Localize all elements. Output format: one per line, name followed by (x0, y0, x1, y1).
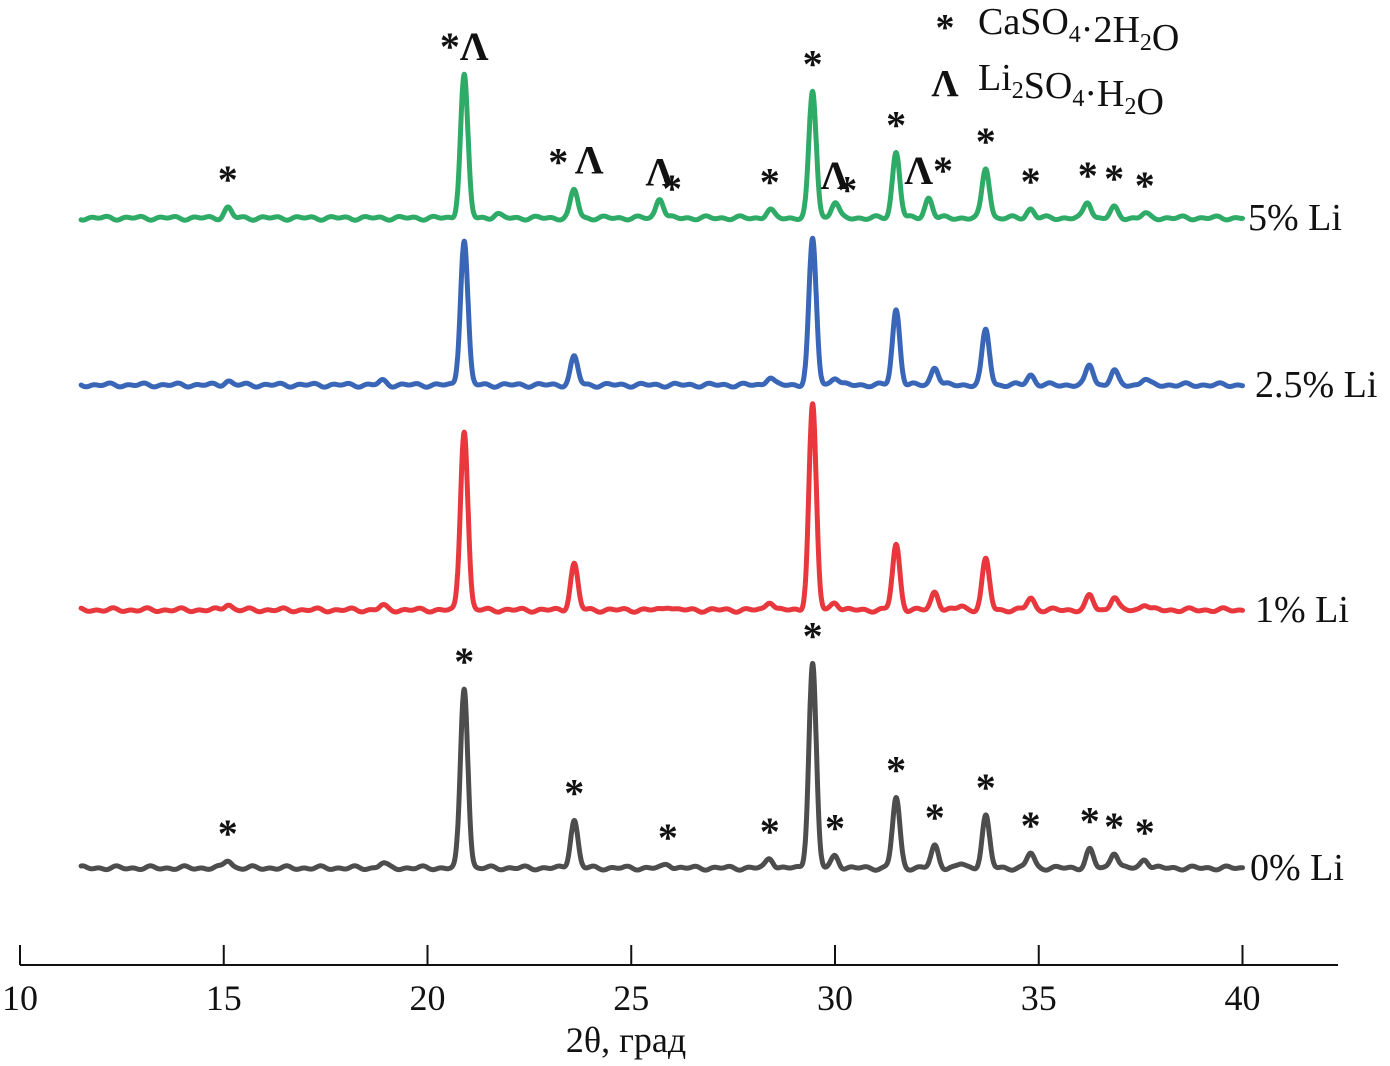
legend-text-part: O (1152, 17, 1179, 59)
phase-marker: Λ (575, 137, 604, 182)
series-label: 1% Li (1255, 589, 1349, 631)
legend-symbol: Λ (931, 63, 959, 105)
x-tick-label: 35 (1021, 978, 1057, 1018)
phase-marker: * (886, 103, 906, 148)
phase-marker: * (1135, 810, 1155, 855)
x-tick-label: 10 (2, 978, 38, 1018)
phase-marker: Λ* (904, 148, 953, 193)
phase-marker: Λ (645, 150, 674, 195)
x-ticks: 10 15 20 25 30 35 40 (2, 945, 1261, 1018)
phase-marker: * (1078, 153, 1098, 198)
phase-marker: * (658, 815, 678, 860)
phase-marker: * (925, 795, 945, 840)
phase-marker: * (218, 811, 238, 856)
phase-marker: * (662, 166, 682, 211)
phase-marker: * (976, 765, 996, 810)
x-tick-label: 30 (817, 978, 853, 1018)
legend-subscript: 4 (1069, 22, 1081, 48)
legend-subscript: 4 (1072, 86, 1084, 112)
x-axis: 10 15 20 25 30 35 40 2θ, град (2, 945, 1338, 1060)
phase-markers: **** ******* * * ***Λ* Λ Λ* **Λ**Λ*** * * * (218, 24, 1155, 860)
series-label: 2.5% Li (1255, 364, 1377, 406)
phase-marker: * (803, 613, 823, 658)
legend-text-part: ·H (1084, 73, 1124, 115)
phase-marker: * (1021, 159, 1041, 204)
phase-marker: * (837, 168, 857, 213)
phase-marker: * (825, 806, 845, 851)
phase-marker: * (1021, 803, 1041, 848)
phase-marker: * (760, 159, 780, 204)
phase-marker: * (886, 748, 906, 793)
phase-marker: * (1135, 163, 1155, 208)
x-axis-title: 2θ, град (566, 1020, 686, 1060)
legend-entry: Li2SO4·H2O (978, 57, 1164, 123)
series-labels: 0% Li 1% Li 2.5% Li 5% Li (1248, 197, 1377, 889)
legend-subscript: 2 (1124, 94, 1136, 120)
phase-marker: * (760, 809, 780, 854)
phase-marker: * (1080, 798, 1100, 843)
x-tick-label: 40 (1225, 978, 1261, 1018)
legend-text-part: Li (978, 57, 1012, 99)
legend-text-part: SO (1024, 65, 1073, 107)
phase-marker: * (803, 41, 823, 86)
phase-marker: * (976, 119, 996, 164)
legend-text-part: O (1136, 81, 1163, 123)
phase-marker: *Λ (440, 24, 489, 69)
legend-subscript: 2 (1140, 30, 1152, 56)
phase-marker: * (1104, 804, 1124, 849)
phase-marker: * (564, 771, 584, 816)
legend-symbol: * (936, 7, 955, 49)
legend-subscript: 2 (1012, 78, 1024, 104)
legend-text-part: CaSO (978, 1, 1069, 43)
x-tick-label: 25 (613, 978, 649, 1018)
phase-marker: * (1104, 156, 1124, 201)
series-curves (78, 71, 1245, 873)
phase-marker: * (218, 157, 238, 202)
series-line-2 (78, 235, 1245, 390)
x-tick-label: 20 (410, 978, 446, 1018)
phase-marker: Λ (821, 153, 850, 198)
series-line-3 (78, 71, 1245, 223)
series-label: 0% Li (1250, 847, 1344, 889)
legend-text-part: ·2H (1081, 9, 1140, 51)
phase-marker: * (454, 639, 474, 684)
series-line-0 (78, 660, 1245, 873)
phase-marker: * (548, 139, 568, 184)
series-label: 5% Li (1248, 197, 1342, 239)
series-line-1 (78, 401, 1245, 615)
legend-entry: CaSO4·2H2O (978, 1, 1179, 59)
x-tick-label: 15 (206, 978, 242, 1018)
